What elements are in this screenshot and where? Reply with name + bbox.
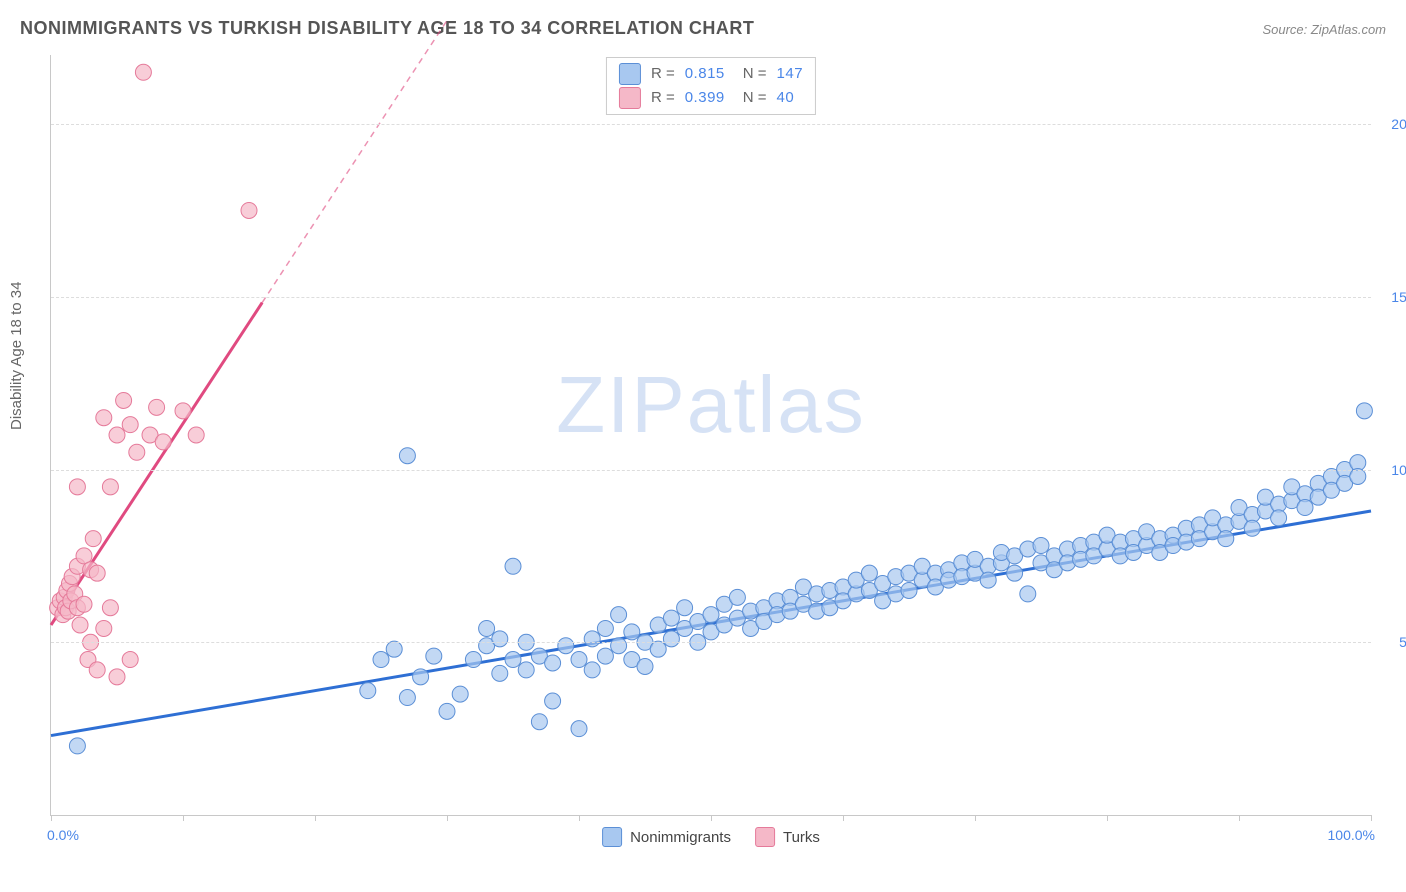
legend-swatch-1 [619,63,641,85]
y-axis-label: Disability Age 18 to 34 [8,282,25,430]
correlation-legend: R = 0.815 N = 147 R = 0.399 N = 40 [606,57,816,115]
legend-r-label-1: R = [651,62,675,86]
legend-item: Nonimmigrants [602,827,731,847]
legend-r-label-2: R = [651,86,675,110]
legend-swatch-2 [619,87,641,109]
x-tick [711,815,712,821]
chart-title: NONIMMIGRANTS VS TURKISH DISABILITY AGE … [20,18,754,39]
x-tick [1107,815,1108,821]
y-tick-label: 20.0% [1381,116,1406,132]
chart-source: Source: ZipAtlas.com [1262,22,1386,37]
legend-swatch [755,827,775,847]
x-label-right: 100.0% [1328,827,1375,843]
gridline-h [51,470,1371,471]
legend-n-label-2: N = [743,86,767,110]
x-tick [51,815,52,821]
legend-n-label-1: N = [743,62,767,86]
x-tick [1371,815,1372,821]
legend-n-value-1: 147 [777,62,804,86]
legend-swatch [602,827,622,847]
legend-r-value-1: 0.815 [685,62,725,86]
x-tick [579,815,580,821]
y-tick-label: 10.0% [1381,462,1406,478]
y-tick-label: 5.0% [1381,634,1406,650]
gridline-h [51,642,1371,643]
x-tick [975,815,976,821]
legend-item: Turks [755,827,820,847]
x-tick [1239,815,1240,821]
x-tick [843,815,844,821]
legend-row-1: R = 0.815 N = 147 [619,62,803,86]
series-legend: Nonimmigrants Turks [602,827,820,847]
legend-n-value-2: 40 [777,86,795,110]
chart-svg [51,55,1371,815]
gridline-h [51,297,1371,298]
plot-area: ZIPatlas R = 0.815 N = 147 R = 0.399 N =… [50,55,1371,816]
x-tick [447,815,448,821]
y-tick-label: 15.0% [1381,289,1406,305]
chart-header: NONIMMIGRANTS VS TURKISH DISABILITY AGE … [20,18,1386,39]
legend-label: Nonimmigrants [630,829,731,846]
x-tick [183,815,184,821]
legend-row-2: R = 0.399 N = 40 [619,86,803,110]
x-label-left: 0.0% [47,827,79,843]
legend-label: Turks [783,829,820,846]
x-tick [315,815,316,821]
legend-r-value-2: 0.399 [685,86,725,110]
gridline-h [51,124,1371,125]
